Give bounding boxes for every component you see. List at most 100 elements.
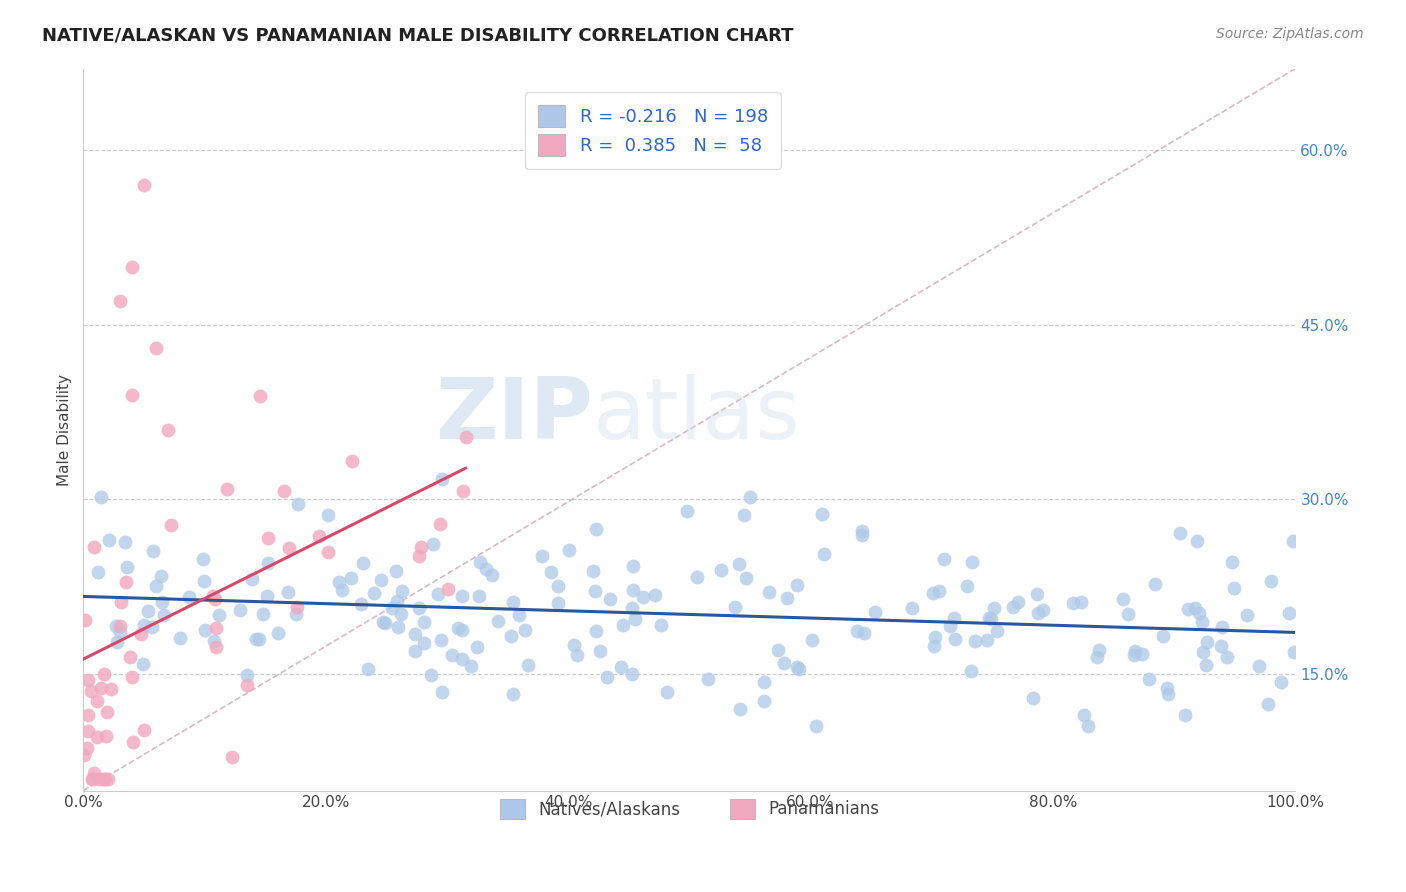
Point (583, 583, 606, 598)
Point (285, 607, 308, 621)
Point (150, 595, 173, 609)
Point (153, 607, 176, 622)
Point (1209, 639, 1232, 653)
Point (481, 567, 503, 582)
Point (340, 571, 363, 585)
Point (1220, 555, 1243, 569)
Point (1123, 648, 1146, 663)
Point (513, 624, 536, 638)
Point (596, 670, 619, 684)
Point (278, 541, 301, 556)
Point (1025, 587, 1047, 601)
Point (97, 772, 120, 786)
Point (766, 643, 789, 657)
Point (738, 490, 761, 504)
Point (517, 657, 540, 672)
Point (73, 747, 96, 762)
Point (273, 484, 295, 499)
Point (451, 623, 474, 637)
Point (810, 508, 832, 522)
Point (1062, 597, 1084, 611)
Point (408, 549, 430, 563)
Point (928, 584, 950, 599)
Point (1195, 658, 1218, 673)
Point (194, 624, 217, 638)
Point (728, 702, 751, 716)
Point (204, 592, 226, 607)
Point (1130, 647, 1153, 661)
Point (1211, 620, 1233, 634)
Point (1236, 607, 1258, 622)
Point (530, 549, 553, 563)
Point (956, 579, 979, 593)
Point (330, 582, 353, 597)
Point (256, 556, 278, 570)
Point (75, 613, 97, 627)
Point (612, 618, 634, 632)
Point (285, 600, 308, 615)
Point (1087, 650, 1109, 665)
Point (1007, 595, 1029, 609)
Point (1174, 708, 1197, 723)
Point (620, 601, 643, 615)
Point (655, 685, 678, 699)
Point (787, 662, 810, 676)
Point (846, 624, 869, 638)
Point (404, 644, 426, 658)
Point (621, 559, 644, 574)
Point (960, 555, 983, 569)
Point (502, 595, 524, 609)
Point (1177, 602, 1199, 616)
Point (136, 604, 159, 618)
Point (287, 497, 309, 511)
Point (114, 535, 136, 549)
Point (371, 615, 394, 630)
Point (82, 772, 104, 786)
Point (1116, 607, 1139, 622)
Point (121, 260, 143, 274)
Point (986, 624, 1008, 638)
Legend: Natives/Alaskans, Panamanians: Natives/Alaskans, Panamanians (494, 792, 886, 826)
Point (132, 723, 155, 737)
Point (429, 632, 451, 647)
Point (132, 178, 155, 192)
Point (1111, 591, 1133, 606)
Point (565, 648, 588, 662)
Point (318, 508, 340, 522)
Point (728, 557, 751, 571)
Point (776, 591, 799, 606)
Point (83, 541, 105, 555)
Point (924, 630, 946, 644)
Point (644, 588, 666, 602)
Point (437, 582, 460, 596)
Point (142, 544, 165, 558)
Point (77, 707, 100, 722)
Point (97, 533, 120, 547)
Point (240, 572, 263, 586)
Point (408, 601, 430, 615)
Point (208, 607, 231, 622)
Point (245, 632, 267, 646)
Point (943, 611, 966, 625)
Point (508, 608, 530, 623)
Point (145, 341, 167, 355)
Point (932, 552, 955, 566)
Point (853, 626, 876, 640)
Point (786, 578, 808, 592)
Point (1123, 644, 1146, 658)
Y-axis label: Male Disability: Male Disability (58, 374, 72, 485)
Point (349, 597, 371, 611)
Point (585, 624, 607, 638)
Point (80, 683, 103, 698)
Point (752, 694, 775, 708)
Point (229, 603, 252, 617)
Point (1152, 629, 1174, 643)
Point (1144, 576, 1167, 591)
Point (256, 589, 278, 603)
Point (621, 666, 644, 681)
Point (328, 575, 350, 590)
Point (370, 573, 392, 587)
Point (1191, 615, 1213, 629)
Point (105, 635, 128, 649)
Point (599, 591, 621, 606)
